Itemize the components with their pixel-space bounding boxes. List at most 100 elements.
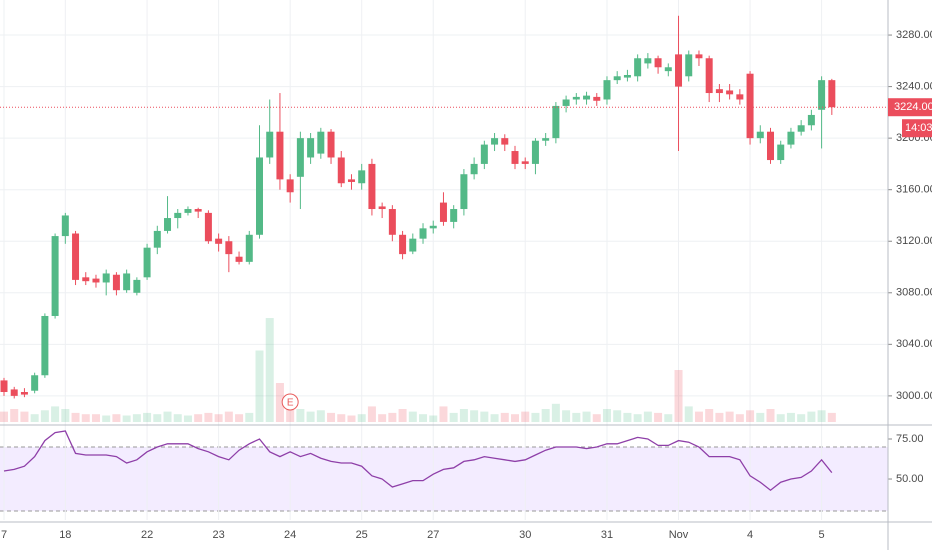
volume-bar bbox=[756, 412, 765, 422]
candle-body bbox=[164, 218, 172, 231]
candle-body bbox=[317, 131, 325, 154]
volume-bar bbox=[265, 318, 274, 422]
rsi-tick-label: 50.00 bbox=[896, 473, 924, 485]
volume-bar bbox=[480, 411, 489, 422]
volume-bar bbox=[521, 411, 530, 422]
volume-bar bbox=[194, 414, 203, 422]
volume-bar bbox=[531, 412, 540, 422]
candle-body bbox=[501, 138, 509, 145]
volume-bar bbox=[337, 414, 346, 422]
x-tick-label: 25 bbox=[356, 529, 368, 541]
candle-body bbox=[419, 228, 427, 239]
candle-body bbox=[204, 212, 212, 242]
candle-body bbox=[174, 212, 182, 219]
candle-body bbox=[266, 131, 274, 158]
y-tick-label: 3160.00 bbox=[896, 184, 932, 196]
volume-bar bbox=[623, 412, 632, 422]
candle-body bbox=[695, 54, 703, 59]
candle-body bbox=[654, 58, 662, 68]
candle-body bbox=[0, 380, 8, 393]
volume-bar bbox=[613, 410, 622, 422]
volume-bar bbox=[81, 414, 90, 422]
candle-body bbox=[593, 96, 601, 101]
candle-body bbox=[746, 73, 754, 139]
candle-body bbox=[358, 170, 366, 184]
candle-body bbox=[726, 90, 734, 95]
candle-body bbox=[675, 54, 683, 87]
candle-body bbox=[72, 233, 80, 280]
candle-body bbox=[460, 174, 468, 210]
volume-bar bbox=[112, 414, 121, 422]
x-tick-label: 24 bbox=[284, 529, 296, 541]
volume-bar bbox=[296, 409, 305, 422]
candle-body bbox=[583, 95, 591, 100]
candle-body bbox=[705, 58, 713, 94]
volume-bar bbox=[378, 414, 387, 422]
volume-bar bbox=[429, 415, 438, 422]
candle-body bbox=[61, 215, 69, 237]
volume-bar bbox=[20, 411, 29, 422]
volume-bar bbox=[367, 406, 376, 422]
candle-body bbox=[521, 161, 529, 164]
candle-body bbox=[409, 238, 417, 252]
volume-bar bbox=[827, 412, 836, 422]
candle-body bbox=[480, 144, 488, 164]
rsi-band bbox=[0, 447, 888, 512]
candle-body bbox=[347, 179, 355, 182]
candle-body bbox=[337, 157, 345, 184]
candle-body bbox=[613, 76, 621, 81]
y-tick-label: 3280.00 bbox=[896, 29, 932, 41]
candle-body bbox=[286, 179, 294, 193]
volume-bar bbox=[357, 414, 366, 422]
volume-bar bbox=[470, 410, 479, 422]
volume-bar bbox=[235, 414, 244, 422]
volume-bar bbox=[797, 414, 806, 422]
volume-bar bbox=[316, 410, 325, 422]
candle-body bbox=[491, 138, 499, 145]
candle-body bbox=[828, 80, 836, 108]
candle-body bbox=[572, 96, 580, 100]
candle-body bbox=[10, 389, 18, 396]
y-tick-label: 3040.00 bbox=[896, 338, 932, 350]
candle-body bbox=[82, 277, 90, 282]
countdown-box bbox=[902, 119, 932, 138]
candle-body bbox=[756, 131, 764, 139]
candle-body bbox=[51, 236, 59, 316]
candle-body bbox=[215, 238, 223, 244]
candle-body bbox=[685, 54, 693, 77]
candle-body bbox=[245, 234, 253, 262]
volume-bar bbox=[592, 414, 601, 422]
candle-body bbox=[112, 274, 120, 291]
volume-bar bbox=[408, 411, 417, 422]
candle-body bbox=[194, 209, 202, 212]
candle-body bbox=[20, 392, 28, 395]
volume-bar bbox=[132, 414, 141, 422]
candle-body bbox=[133, 279, 141, 293]
volume-bar bbox=[674, 370, 683, 422]
candle-body bbox=[378, 206, 386, 210]
x-tick-label: 31 bbox=[601, 529, 613, 541]
volume-bar bbox=[786, 412, 795, 422]
volume-bar bbox=[204, 412, 213, 422]
last-price-box bbox=[888, 98, 932, 117]
volume-bar bbox=[449, 412, 458, 422]
volume-bar bbox=[163, 411, 172, 422]
candle-body bbox=[777, 144, 785, 161]
volume-bar bbox=[388, 412, 397, 422]
volume-bar bbox=[143, 412, 152, 422]
candle-body bbox=[562, 99, 570, 106]
candle-body bbox=[715, 89, 723, 94]
candle-body bbox=[153, 230, 161, 248]
candle-body bbox=[767, 131, 774, 161]
candle-body bbox=[41, 315, 49, 376]
candle-body bbox=[787, 131, 795, 145]
volume-bar bbox=[306, 411, 315, 422]
countdown-label: 14:03 bbox=[905, 122, 932, 134]
candle-body bbox=[327, 131, 335, 158]
y-tick-label: 3240.00 bbox=[896, 81, 932, 93]
volume-bar bbox=[684, 406, 693, 422]
volume-bar bbox=[71, 412, 80, 422]
volume-bar bbox=[694, 411, 703, 422]
